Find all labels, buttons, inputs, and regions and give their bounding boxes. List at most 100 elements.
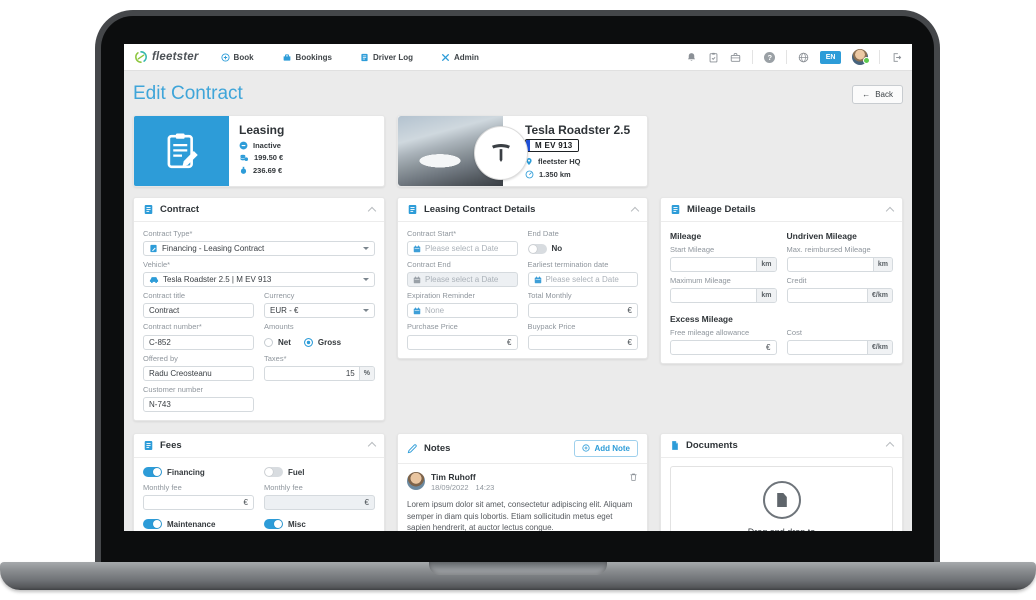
documents-panel-header[interactable]: Documents [661,434,902,458]
add-note-label: Add Note [594,443,630,453]
expiration-reminder-input[interactable] [407,303,518,319]
financing-fee-input[interactable] [149,495,240,509]
field-label: Contract End [407,261,451,270]
contract-title-input[interactable] [149,304,248,318]
chevron-up-icon[interactable] [630,206,640,215]
start-mileage-input[interactable] [676,258,753,272]
menu-item-driver-log[interactable]: Driver Log [360,53,413,62]
field-label: Expiration Reminder [407,292,475,301]
bell-icon[interactable] [686,52,697,63]
form-icon [143,204,154,215]
upload-dropzone[interactable]: Drag and drop to upload a file [670,465,893,531]
max-reimbursed-input[interactable] [792,258,869,272]
financing-toggle[interactable] [143,467,162,478]
offered-by-input[interactable] [149,366,248,380]
logout-icon[interactable] [891,52,902,63]
contract-summary-card: Leasing Inactive 199.50 € [133,115,385,187]
fees-panel-header[interactable]: Fees [134,434,384,458]
contract-type-select[interactable]: Financing - Leasing Contract [143,241,375,257]
field-label: Maximum Mileage [670,277,731,286]
help-icon[interactable]: ? [764,51,776,63]
documents-panel: Documents Drag and drop to upload a file [660,432,903,531]
net-radio[interactable] [264,337,273,347]
credit-input[interactable] [792,289,864,303]
maintenance-toggle[interactable] [143,519,162,530]
note-author: Tim Ruhoff [431,471,476,482]
user-avatar[interactable] [852,49,870,65]
chevron-up-icon[interactable] [885,206,895,215]
contract-card-title: Leasing [239,123,285,137]
document-circle-icon [762,480,801,519]
menu-item-book[interactable]: Book [220,53,254,62]
navbar-right: ? EN [686,49,902,65]
delete-note-icon[interactable] [629,472,638,482]
purchase-price-input[interactable] [413,335,504,349]
chevron-up-icon[interactable] [367,206,377,215]
form-icon [407,204,418,215]
panel-title: Fees [160,439,182,451]
main-menu: Book Bookings Driver Log [220,53,479,62]
clipboard-check-icon[interactable] [708,52,719,63]
notes-panel-header[interactable]: Notes Add Note [398,434,647,464]
chevron-up-icon[interactable] [367,442,377,451]
menu-item-bookings[interactable]: Bookings [282,53,332,62]
note-date: 18/09/2022 [431,483,469,493]
expiration-reminder-field[interactable] [425,304,512,318]
maximum-mileage-input[interactable] [676,289,753,303]
calendar-icon [413,307,421,315]
back-arrow-icon: ← [862,89,871,99]
language-badge[interactable]: EN [820,50,841,64]
earliest-termination-date-input[interactable] [527,272,638,288]
contract-start-date-input[interactable] [407,241,518,257]
mileage-panel-header[interactable]: Mileage Details [661,198,902,222]
total-monthly-input[interactable] [533,304,624,318]
contract-type-value: Financing - Leasing Contract [162,244,265,254]
vehicle-location: fleetster HQ [538,157,581,166]
globe-icon[interactable] [798,52,809,63]
free-allowance-input[interactable] [676,341,763,355]
cost-input[interactable] [792,341,864,355]
contract-number-input[interactable] [149,335,248,349]
buyback-price-input[interactable] [533,335,624,349]
contract-end-input [425,273,512,287]
top-navbar: fleetster Book Bookings [124,44,912,71]
euro-suffix: € [627,306,632,316]
caret-down-icon [363,309,369,313]
taxes-input[interactable] [270,366,355,380]
briefcase-icon[interactable] [730,52,741,63]
add-note-button[interactable]: Add Note [574,439,638,457]
field-label: Purchase Price [407,323,458,332]
menu-item-admin[interactable]: Admin [441,53,479,62]
admin-tools-icon [441,53,450,62]
vehicle-mileage: 1.350 km [539,169,571,179]
note-text: Lorem ipsum dolor sit amet, consectetur … [407,500,633,531]
brand[interactable]: fleetster [134,50,199,64]
toggle-label: Financing [167,467,205,477]
toggle-label: Fuel [288,467,305,477]
back-button[interactable]: ← Back [852,84,903,104]
currency-value: EUR - € [270,306,299,316]
end-date-toggle[interactable] [527,243,547,254]
vehicle-select[interactable]: Tesla Roadster 2.5 | M EV 913 [143,272,375,288]
gross-radio[interactable] [303,337,313,347]
eur-km-suffix: €/km [867,341,892,355]
contract-start-input[interactable] [425,242,512,256]
field-label: Contract title [143,292,186,301]
contract-panel-header[interactable]: Contract [134,198,384,222]
inactive-status-icon [239,141,248,150]
location-pin-icon [525,157,533,166]
fuel-toggle[interactable] [264,467,283,478]
customer-number-input[interactable] [149,397,248,411]
panel-title: Notes [424,442,451,454]
currency-select[interactable]: EUR - € [264,303,375,319]
field-label: Customer number [143,385,204,394]
leasing-panel-header[interactable]: Leasing Contract Details [398,198,647,222]
earliest-termination-input[interactable] [545,273,632,287]
contract-panel: Contract Contract Type* Financing - Leas… [133,197,385,421]
field-label: Monthly fee [264,483,303,492]
misc-toggle[interactable] [264,519,283,530]
menu-item-label: Bookings [295,52,332,62]
km-suffix: km [872,258,892,272]
field-label: Start Mileage [670,246,715,254]
chevron-up-icon[interactable] [885,442,895,451]
